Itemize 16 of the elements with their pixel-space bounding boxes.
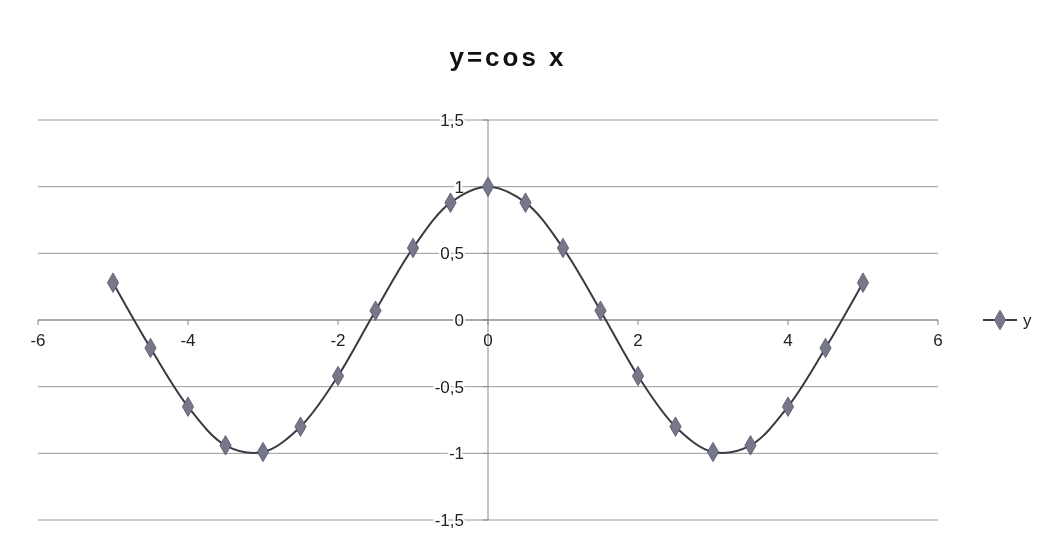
y-tick-label: -1,5 — [434, 511, 464, 530]
y-tick-label: 1,5 — [440, 111, 464, 130]
y-tick-label: 0,5 — [440, 244, 464, 264]
x-tick-label: 2 — [633, 331, 643, 350]
x-tick-label: -6 — [30, 331, 46, 350]
y-tick-label: 1 — [454, 177, 464, 197]
legend-label: y — [1023, 311, 1032, 330]
y-tick-label: -0,5 — [434, 377, 464, 397]
x-tick-label: 6 — [933, 331, 943, 350]
y-tick-label: -1 — [448, 444, 464, 464]
x-tick-label: -4 — [180, 331, 196, 350]
x-tick-label: 4 — [783, 331, 793, 350]
chart-title: y=cos x — [449, 42, 567, 72]
x-tick-label: -2 — [330, 331, 346, 350]
x-tick-label: 0 — [483, 331, 493, 350]
y-tick-label: 0 — [454, 311, 464, 330]
